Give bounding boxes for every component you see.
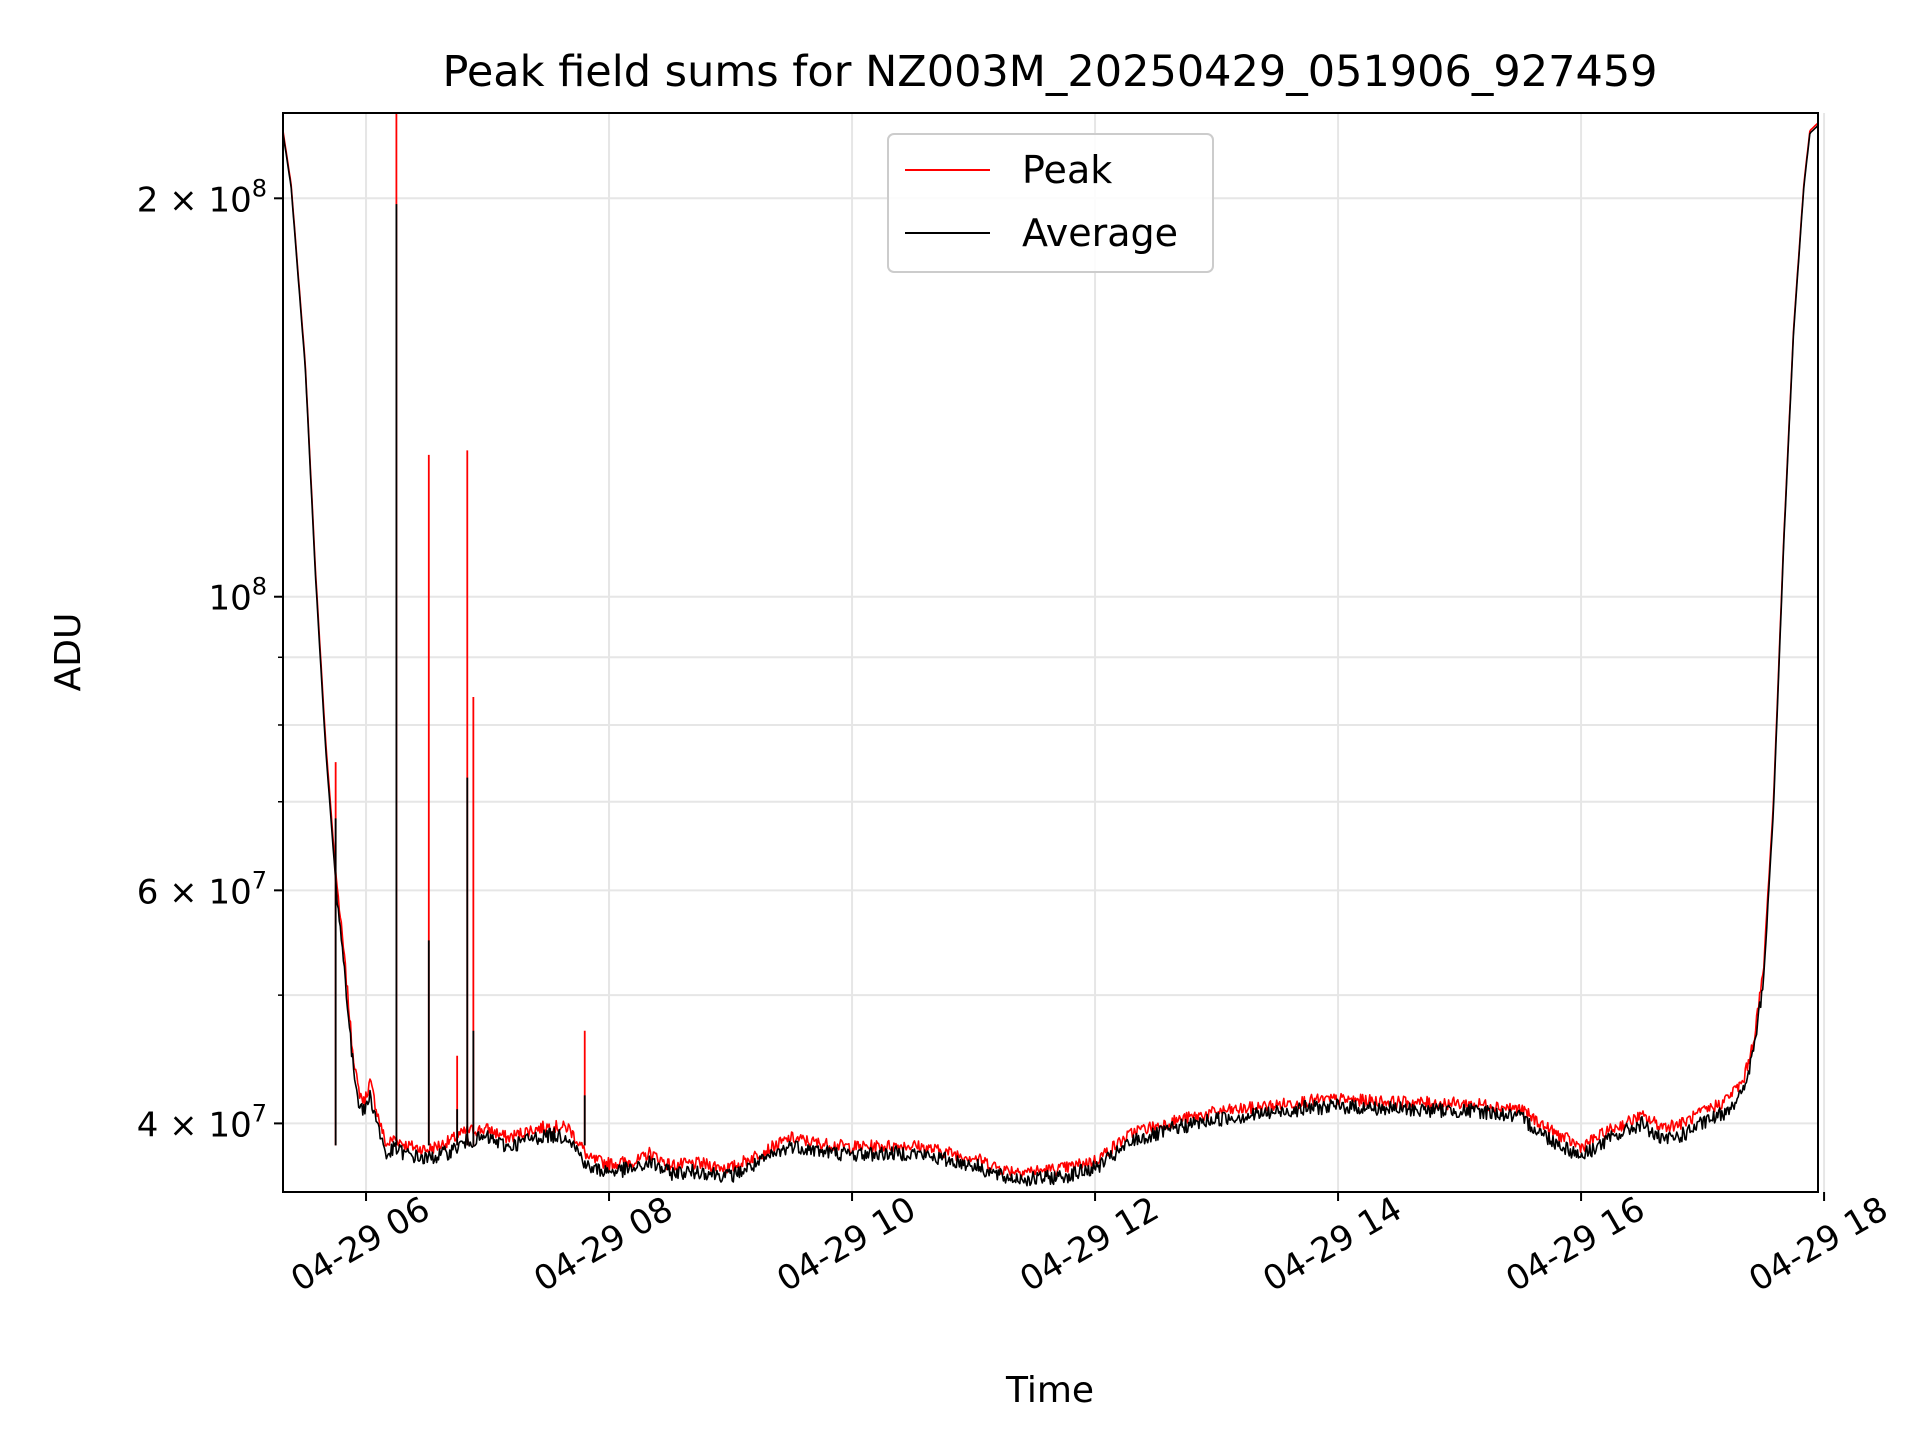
x-axis-label: Time [1005,1370,1094,1411]
legend-label-peak: Peak [1022,148,1112,192]
legend-label-average: Average [1022,211,1178,255]
series-line-peak [282,122,1819,1178]
y-tick-label: 4 × 107 [137,1099,267,1145]
legend-box [887,133,1214,273]
chart-title: Peak field sums for NZ003M_20250429_0519… [442,47,1657,97]
series-line-average [282,124,1819,1187]
y-tick-label: 108 [208,573,267,619]
y-axis-label: ADU [48,613,89,692]
y-tick-label: 2 × 108 [137,174,267,220]
plot-frame [282,112,1819,1193]
y-tick-label: 6 × 107 [137,866,267,912]
y-axis: 4 × 107 6 × 107 108 2 × 108 [137,174,283,1145]
series-layer [282,113,1819,1187]
legend: Peak Average [887,133,1214,273]
